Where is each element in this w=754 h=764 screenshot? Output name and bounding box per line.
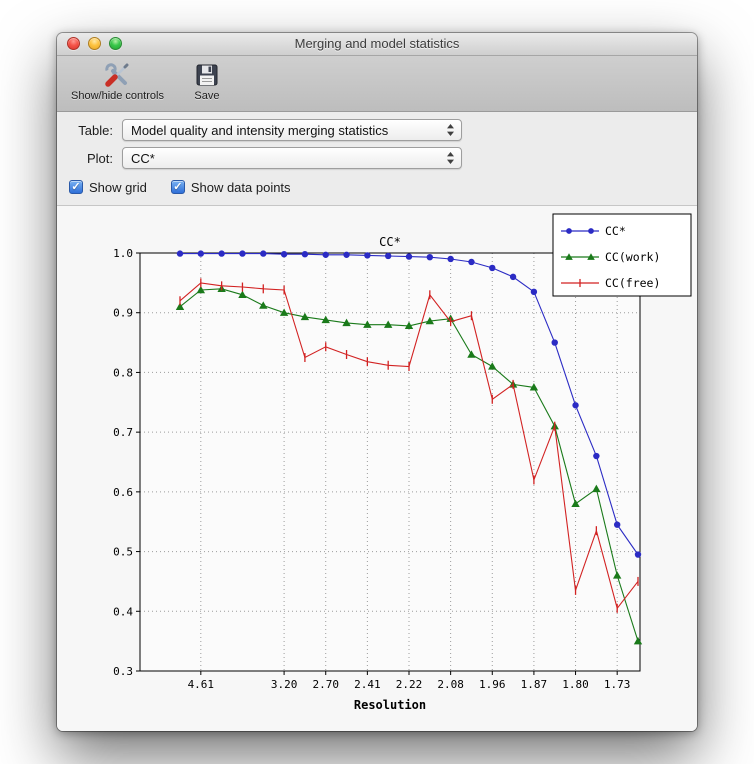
svg-text:4.61: 4.61 [188, 678, 215, 691]
svg-text:0.8: 0.8 [113, 366, 133, 379]
app-window: Merging and model statistics Show/hide c… [57, 33, 697, 731]
show-grid-checkbox[interactable]: Show grid [69, 180, 147, 195]
series-cc* [176, 250, 642, 558]
plot-row: Plot: CC* [67, 147, 697, 169]
svg-text:1.96: 1.96 [479, 678, 506, 691]
svg-text:2.22: 2.22 [396, 678, 423, 691]
svg-text:2.41: 2.41 [354, 678, 381, 691]
title-bar[interactable]: Merging and model statistics [57, 33, 697, 56]
series-cc-work- [175, 284, 643, 645]
toolbar: Show/hide controls Save [57, 56, 697, 112]
show-hide-controls-label: Show/hide controls [71, 90, 164, 102]
svg-text:0.3: 0.3 [113, 665, 133, 678]
svg-text:0.9: 0.9 [113, 307, 133, 320]
options-row: Show grid Show data points [69, 178, 697, 196]
show-data-points-checkbox[interactable]: Show data points [170, 179, 291, 195]
show-grid-label: Show grid [89, 179, 147, 195]
axis-ticks: 0.3 0.4 0.5 0.6 0.7 0.8 0.9 1.0 4.61 3.20 2.70 2.41… [113, 247, 630, 691]
svg-text:0.4: 0.4 [113, 605, 133, 618]
save-icon [194, 61, 220, 89]
svg-text:2.70: 2.70 [312, 678, 339, 691]
svg-text:1.0: 1.0 [113, 247, 133, 260]
plot-dropdown-value: CC* [131, 150, 155, 166]
axes-background [140, 253, 640, 671]
window-title: Merging and model statistics [294, 36, 460, 51]
table-dropdown[interactable]: Model quality and intensity merging stat… [122, 119, 462, 141]
svg-text:CC(work): CC(work) [605, 250, 660, 264]
svg-text:1.80: 1.80 [562, 678, 589, 691]
svg-text:0.5: 0.5 [113, 546, 133, 559]
chart-canvas: 0.3 0.4 0.5 0.6 0.7 0.8 0.9 1.0 4.61 3.20 2.70 2.41… [113, 213, 692, 712]
chevron-updown-icon [442, 123, 461, 137]
chart-legend: CC* CC(work) CC(free) [552, 213, 692, 297]
plot-label: Plot: [86, 150, 113, 166]
show-hide-controls-button[interactable]: Show/hide controls [67, 60, 168, 103]
svg-text:1.73: 1.73 [604, 678, 631, 691]
svg-text:1.87: 1.87 [521, 678, 548, 691]
tools-icon [103, 61, 131, 89]
close-button[interactable] [67, 37, 80, 50]
svg-text:0.6: 0.6 [113, 486, 133, 499]
plot-area: 0.3 0.4 0.5 0.6 0.7 0.8 0.9 1.0 4.61 3.20 2.70 2.41… [57, 206, 697, 731]
axes-frame [139, 252, 641, 672]
svg-text:2.08: 2.08 [437, 678, 464, 691]
series-cc-free- [179, 278, 639, 613]
window-controls [67, 37, 122, 50]
checkbox-box [170, 180, 185, 194]
x-axis-label: Resolution [354, 698, 426, 712]
svg-text:3.20: 3.20 [271, 678, 298, 691]
svg-text:CC(free): CC(free) [605, 276, 660, 290]
controls-panel: Table: Model quality and intensity mergi… [57, 112, 697, 206]
minimize-button[interactable] [88, 37, 101, 50]
table-dropdown-value: Model quality and intensity merging stat… [131, 122, 389, 138]
save-label: Save [194, 90, 220, 102]
chevron-updown-icon [442, 151, 461, 165]
svg-text:CC*: CC* [605, 224, 626, 238]
zoom-button[interactable] [109, 37, 122, 50]
checkbox-box [69, 180, 83, 194]
plot-dropdown[interactable]: CC* [122, 147, 462, 169]
show-data-points-label: Show data points [190, 179, 291, 195]
table-label: Table: [78, 122, 113, 138]
table-row: Table: Model quality and intensity mergi… [67, 119, 697, 141]
chart-title: CC* [379, 235, 401, 249]
svg-text:0.7: 0.7 [113, 426, 133, 439]
save-button[interactable]: Save [190, 60, 224, 103]
